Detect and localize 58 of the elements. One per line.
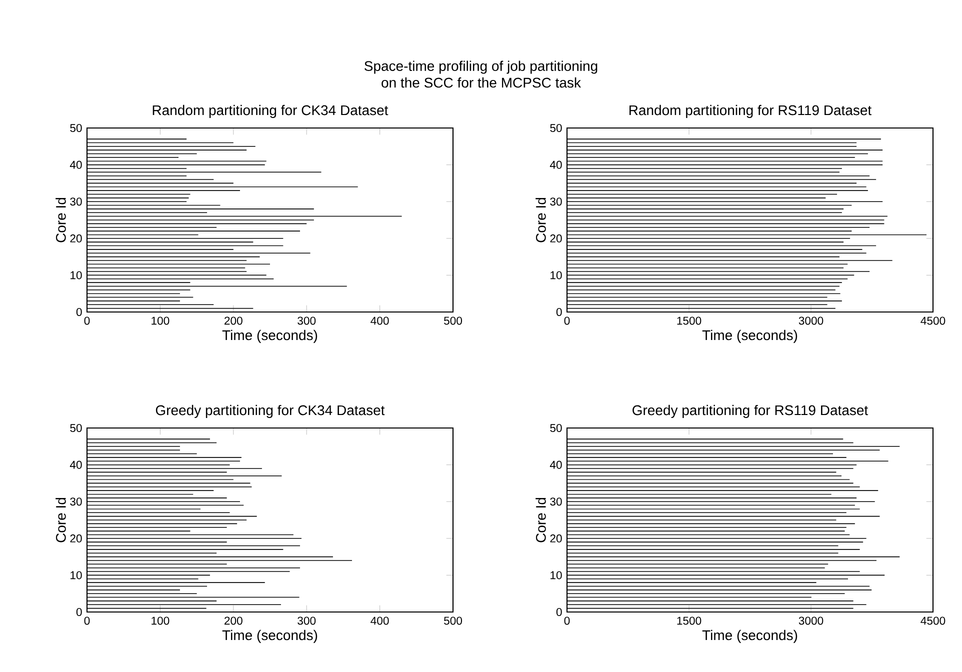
y-tick-label: 10 [550,271,562,280]
y-tick-label: 50 [550,424,562,432]
y-tick-label: 0 [76,308,82,316]
y-tick-label: 30 [550,498,562,506]
x-tick-label: 200 [224,316,242,325]
x-axis-title: Time (seconds) [222,330,318,343]
y-tick-label: 20 [70,234,82,242]
y-tick-label: 40 [550,460,562,469]
x-tick-label: 0 [564,316,570,325]
x-tick-label: 4500 [920,616,946,625]
y-tick-label: 50 [70,124,82,132]
y-tick-label: 10 [550,571,562,580]
y-tick-label: 30 [70,198,82,206]
y-tick-label: 30 [550,198,562,206]
chart-title: Random partitioning for CK34 Dataset [152,104,388,118]
y-tick-label: 20 [550,534,562,542]
x-tick-label: 0 [84,616,90,625]
x-tick-label: 0 [84,316,90,325]
x-tick-label: 1500 [677,316,702,325]
chart-title: Random partitioning for RS119 Dataset [629,104,872,118]
y-tick-label: 40 [70,460,82,469]
x-tick-label: 300 [298,316,316,325]
x-tick-label: 400 [370,316,389,325]
x-axis-title: Time (seconds) [702,330,798,343]
text: Space-time profiling of job partitioning [364,60,598,74]
x-tick-label: 0 [564,616,570,625]
y-tick-label: 20 [70,534,82,542]
y-axis-title: Core Id [56,198,66,242]
x-axis-title: Time (seconds) [702,630,798,643]
chart-title: Greedy partitioning for RS119 Dataset [632,404,868,418]
y-axis-title: Core Id [536,198,546,242]
x-tick-label: 4500 [920,316,946,325]
y-tick-label: 10 [70,571,82,580]
y-tick-label: 40 [70,160,82,169]
y-axis-title: Core Id [536,498,546,542]
y-axis-title: Core Id [56,498,66,542]
y-tick-label: 0 [556,608,562,616]
x-tick-label: 3000 [798,616,824,625]
y-tick-label: 20 [550,234,562,242]
x-tick-label: 300 [298,616,316,625]
x-tick-label: 200 [224,616,242,625]
x-axis-title: Time (seconds) [222,630,318,643]
y-tick-label: 10 [70,271,82,280]
y-tick-label: 0 [76,608,82,616]
x-tick-label: 500 [444,616,462,625]
y-tick-label: 30 [70,498,82,506]
x-tick-label: 3000 [798,316,824,325]
text: on the SCC for the MCPSC task [382,77,581,88]
x-tick-label: 100 [152,316,170,325]
chart-title: Greedy partitioning for CK34 Dataset [156,404,385,418]
x-tick-label: 400 [370,616,389,625]
y-tick-label: 40 [550,160,562,169]
x-tick-label: 500 [444,316,462,325]
x-tick-label: 1500 [677,616,702,625]
y-tick-label: 50 [550,124,562,132]
x-tick-label: 100 [152,616,170,625]
y-tick-label: 50 [70,424,82,432]
y-tick-label: 0 [556,308,562,316]
